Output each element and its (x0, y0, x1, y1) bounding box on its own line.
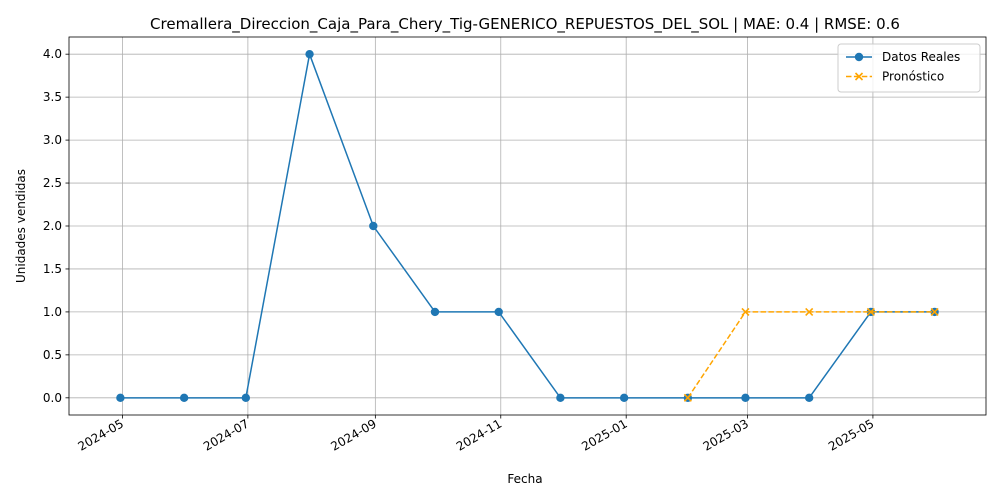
y-tick-label: 4.0 (43, 47, 62, 61)
y-tick-label: 1.0 (43, 305, 62, 319)
series-2-point (866, 307, 875, 316)
series-1-point (369, 221, 378, 231)
series-1-point (241, 393, 251, 403)
series-1-point (305, 49, 314, 59)
y-axis-title: Unidades vendidas (14, 169, 28, 283)
x-axis-title: Fecha (507, 472, 542, 486)
series-1-point (556, 393, 565, 403)
series-1-point (116, 393, 125, 403)
series-1-point (179, 393, 189, 403)
y-axis: 0.0 0.5 1.0 1.5 2.0 2.5 3.0 3.5 4.0 (43, 47, 69, 405)
series-1-point (494, 307, 503, 317)
y-tick-label: 0.5 (43, 348, 62, 362)
y-tick-label: 0.0 (43, 391, 62, 405)
grid (69, 37, 986, 415)
y-tick-label: 3.5 (43, 90, 62, 104)
legend-box (837, 43, 981, 93)
y-tick-label: 2.0 (43, 219, 62, 233)
series-1-point (619, 393, 629, 403)
legend-marker (854, 52, 864, 62)
legend-handle-2 (846, 72, 872, 81)
legend-label-1: Datos Reales (882, 50, 960, 64)
series-2 (683, 307, 939, 402)
series-1-point (804, 393, 814, 403)
legend-label-2: Pronóstico (882, 70, 944, 84)
y-tick-label: 1.5 (43, 262, 62, 276)
y-tick-label: 2.5 (43, 176, 62, 190)
series-2-point (805, 307, 814, 316)
series-2-point (741, 307, 750, 316)
y-tick-label: 3.0 (43, 133, 62, 147)
series-2-point (683, 393, 692, 402)
series-2-point (930, 307, 939, 316)
series-1-line (120, 53, 935, 399)
chart-title: Cremallera_Direccion_Caja_Para_Chery_Tig… (150, 15, 900, 34)
legend-marker (854, 72, 864, 81)
legend: Datos Reales Pronóstico (837, 43, 981, 93)
legend-handle-1 (846, 52, 872, 62)
series-layer (116, 49, 939, 403)
series-1-point (741, 393, 750, 403)
series-1-point (430, 307, 440, 317)
